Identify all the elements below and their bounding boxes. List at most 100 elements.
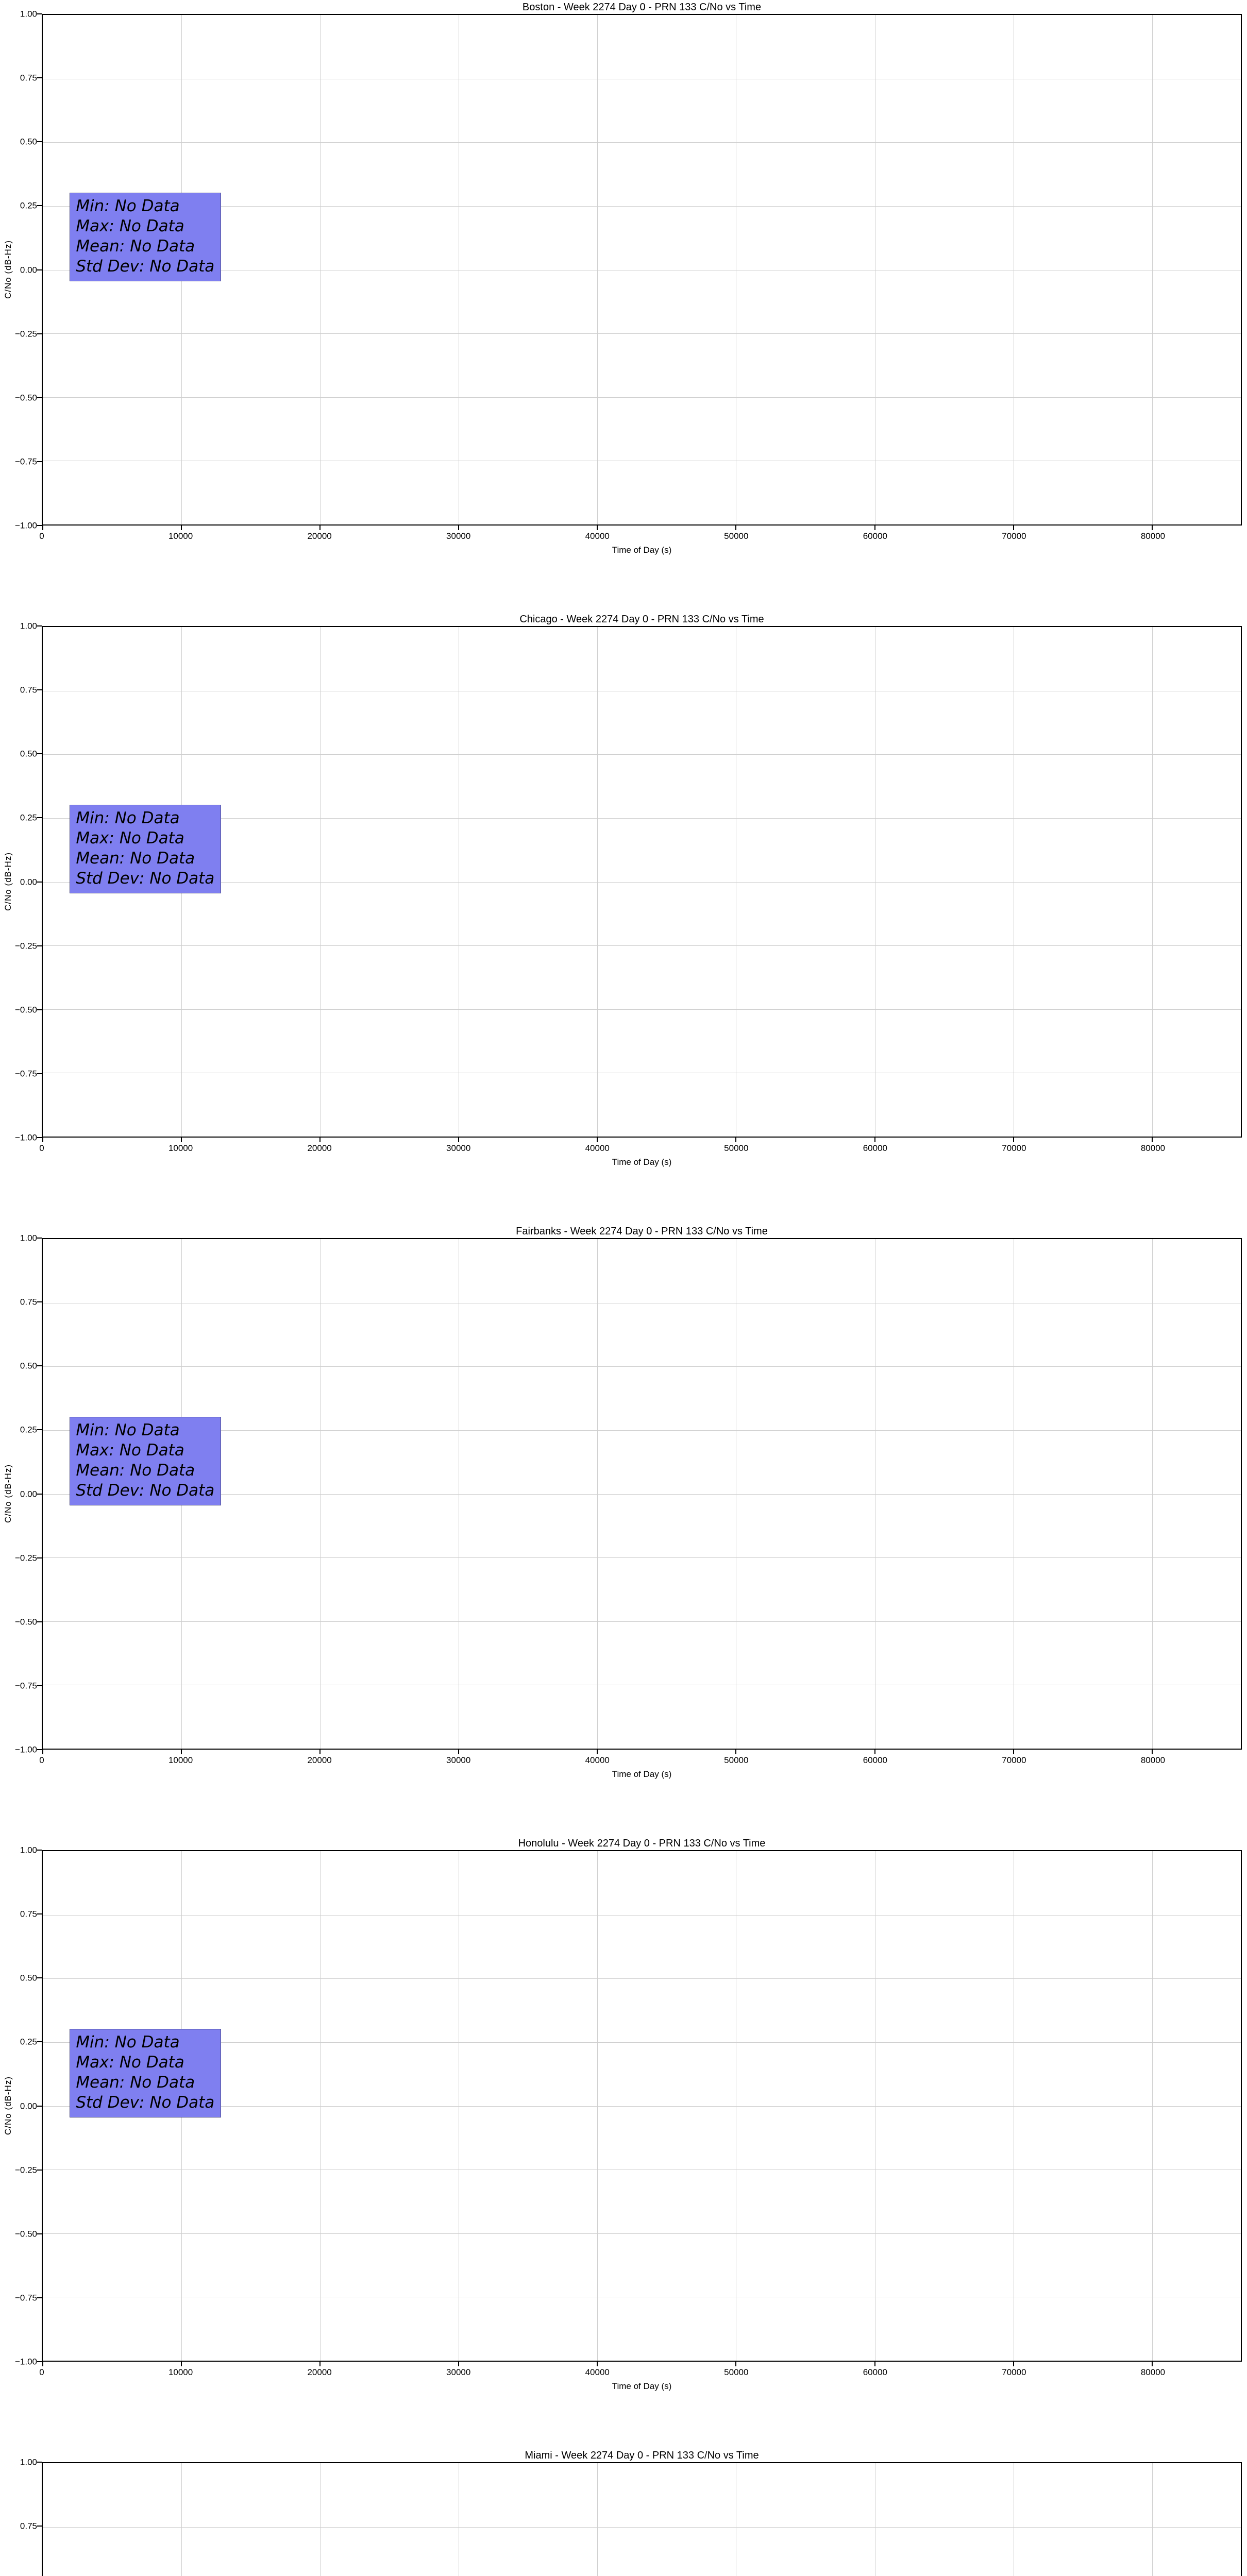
annotation-line: Min: No Data xyxy=(76,809,180,828)
x-tick-mark xyxy=(181,526,182,530)
annotation-line: Min: No Data xyxy=(76,197,180,216)
x-tick-mark xyxy=(319,1138,321,1142)
x-tick-mark xyxy=(319,526,321,530)
h-gridline xyxy=(43,2106,1241,2107)
annotation-line: Mean: No Data xyxy=(76,849,195,868)
x-axis: 0 10000 20000 30000 40000 50000 60000 70000 8000… xyxy=(39,531,1242,543)
y-tick-label: 0.25 xyxy=(20,812,37,823)
y-tick-label: 0.50 xyxy=(20,749,37,759)
x-tick-mark xyxy=(181,1750,182,1754)
x-tick-mark xyxy=(458,1750,460,1754)
annotation-line: Mean: No Data xyxy=(76,1461,195,1480)
y-tick-label: 0.00 xyxy=(20,877,37,887)
y-tick-mark xyxy=(37,625,42,626)
y-tick-mark xyxy=(37,13,42,14)
x-tick-label: 0 xyxy=(39,1755,44,1765)
annotation-line: Min: No Data xyxy=(76,1421,180,1440)
y-tick-mark xyxy=(37,945,42,946)
y-tick-mark xyxy=(37,1977,42,1979)
y-tick-mark xyxy=(37,397,42,398)
y-tick-mark xyxy=(37,77,42,79)
x-tick-label: 80000 xyxy=(1140,531,1166,541)
x-tick-mark xyxy=(458,526,460,530)
y-tick-mark xyxy=(37,1621,42,1622)
annotation-line: Max: No Data xyxy=(76,1441,184,1460)
annotation-line: Mean: No Data xyxy=(76,2073,195,2092)
v-gridline xyxy=(320,2463,321,2576)
x-tick-label: 70000 xyxy=(1002,1143,1026,1153)
y-tick-label: 0.75 xyxy=(20,2521,37,2531)
x-tick-mark xyxy=(181,1138,182,1142)
x-tick-label: 50000 xyxy=(724,531,749,541)
annotation-line: Std Dev: No Data xyxy=(76,257,215,276)
h-gridline xyxy=(43,818,1241,819)
x-tick-mark xyxy=(735,1750,737,1754)
y-tick-label: 0.75 xyxy=(20,1909,37,1919)
y-tick-label: 0.75 xyxy=(20,1297,37,1307)
h-gridline xyxy=(43,2527,1241,2528)
x-tick-label: 70000 xyxy=(1002,1755,1026,1765)
x-tick-mark xyxy=(874,1138,875,1142)
v-gridline xyxy=(320,627,321,1137)
x-tick-mark xyxy=(735,526,737,530)
x-tick-label: 60000 xyxy=(863,1143,887,1153)
x-tick-label: 60000 xyxy=(863,531,887,541)
stats-annotation-box: Min: No Data Max: No Data Mean: No Data Std… xyxy=(70,193,222,282)
y-tick-mark xyxy=(37,525,42,526)
y-tick-mark xyxy=(37,141,42,143)
x-tick-label: 40000 xyxy=(585,1755,610,1765)
y-tick-label: −0.50 xyxy=(14,1617,37,1627)
y-tick-mark xyxy=(37,1137,42,1138)
x-tick-mark xyxy=(1151,2362,1153,2366)
y-tick-label: 1.00 xyxy=(20,621,37,631)
x-tick-mark xyxy=(597,2362,598,2366)
annotation-line: Std Dev: No Data xyxy=(76,2093,215,2112)
x-tick-mark xyxy=(42,1750,43,1754)
h-gridline xyxy=(43,1366,1241,1367)
y-tick-mark xyxy=(37,1429,42,1431)
x-tick-mark xyxy=(319,2362,321,2366)
x-tick-label: 40000 xyxy=(585,2367,610,2377)
x-tick-mark xyxy=(1151,1750,1153,1754)
x-tick-label: 30000 xyxy=(446,1755,471,1765)
v-gridline xyxy=(1152,1239,1153,1749)
y-tick-label: 0.75 xyxy=(20,685,37,695)
x-axis-label: Time of Day (s) xyxy=(612,1157,672,1167)
y-tick-mark xyxy=(37,1685,42,1686)
h-gridline xyxy=(43,2233,1241,2234)
x-tick-mark xyxy=(1013,526,1014,530)
y-tick-mark xyxy=(37,689,42,691)
y-axis: 1.000.750.500.250.00−0.25−0.50−0.75−1.00 xyxy=(0,2458,42,2576)
x-tick-mark xyxy=(319,1750,321,1754)
x-tick-mark xyxy=(1013,1750,1014,1754)
x-tick-label: 30000 xyxy=(446,2367,471,2377)
y-tick-label: 0.75 xyxy=(20,73,37,83)
h-gridline xyxy=(43,1009,1241,1010)
chart-title: Boston - Week 2274 Day 0 - PRN 133 C/No … xyxy=(522,2,762,13)
y-tick-label: −0.25 xyxy=(14,2165,37,2175)
y-tick-label: 0.50 xyxy=(20,137,37,147)
h-gridline xyxy=(43,945,1241,946)
y-tick-mark xyxy=(37,1301,42,1303)
y-tick-mark xyxy=(37,205,42,207)
chart-title: Miami - Week 2274 Day 0 - PRN 133 C/No v… xyxy=(525,2450,759,2461)
x-tick-label: 0 xyxy=(39,2367,44,2377)
v-gridline xyxy=(597,15,598,524)
x-tick-mark xyxy=(735,2362,737,2366)
y-tick-mark xyxy=(37,1365,42,1367)
v-gridline xyxy=(597,1239,598,1749)
y-tick-label: 0.00 xyxy=(20,2101,37,2111)
h-gridline xyxy=(43,142,1241,143)
stats-annotation-box: Min: No Data Max: No Data Mean: No Data Std… xyxy=(70,2029,222,2118)
h-gridline xyxy=(43,1430,1241,1431)
x-tick-mark xyxy=(458,1138,460,1142)
y-tick-mark xyxy=(37,1913,42,1915)
y-tick-label: −0.75 xyxy=(14,1681,37,1691)
y-tick-mark xyxy=(37,1557,42,1558)
y-tick-mark xyxy=(37,2169,42,2171)
